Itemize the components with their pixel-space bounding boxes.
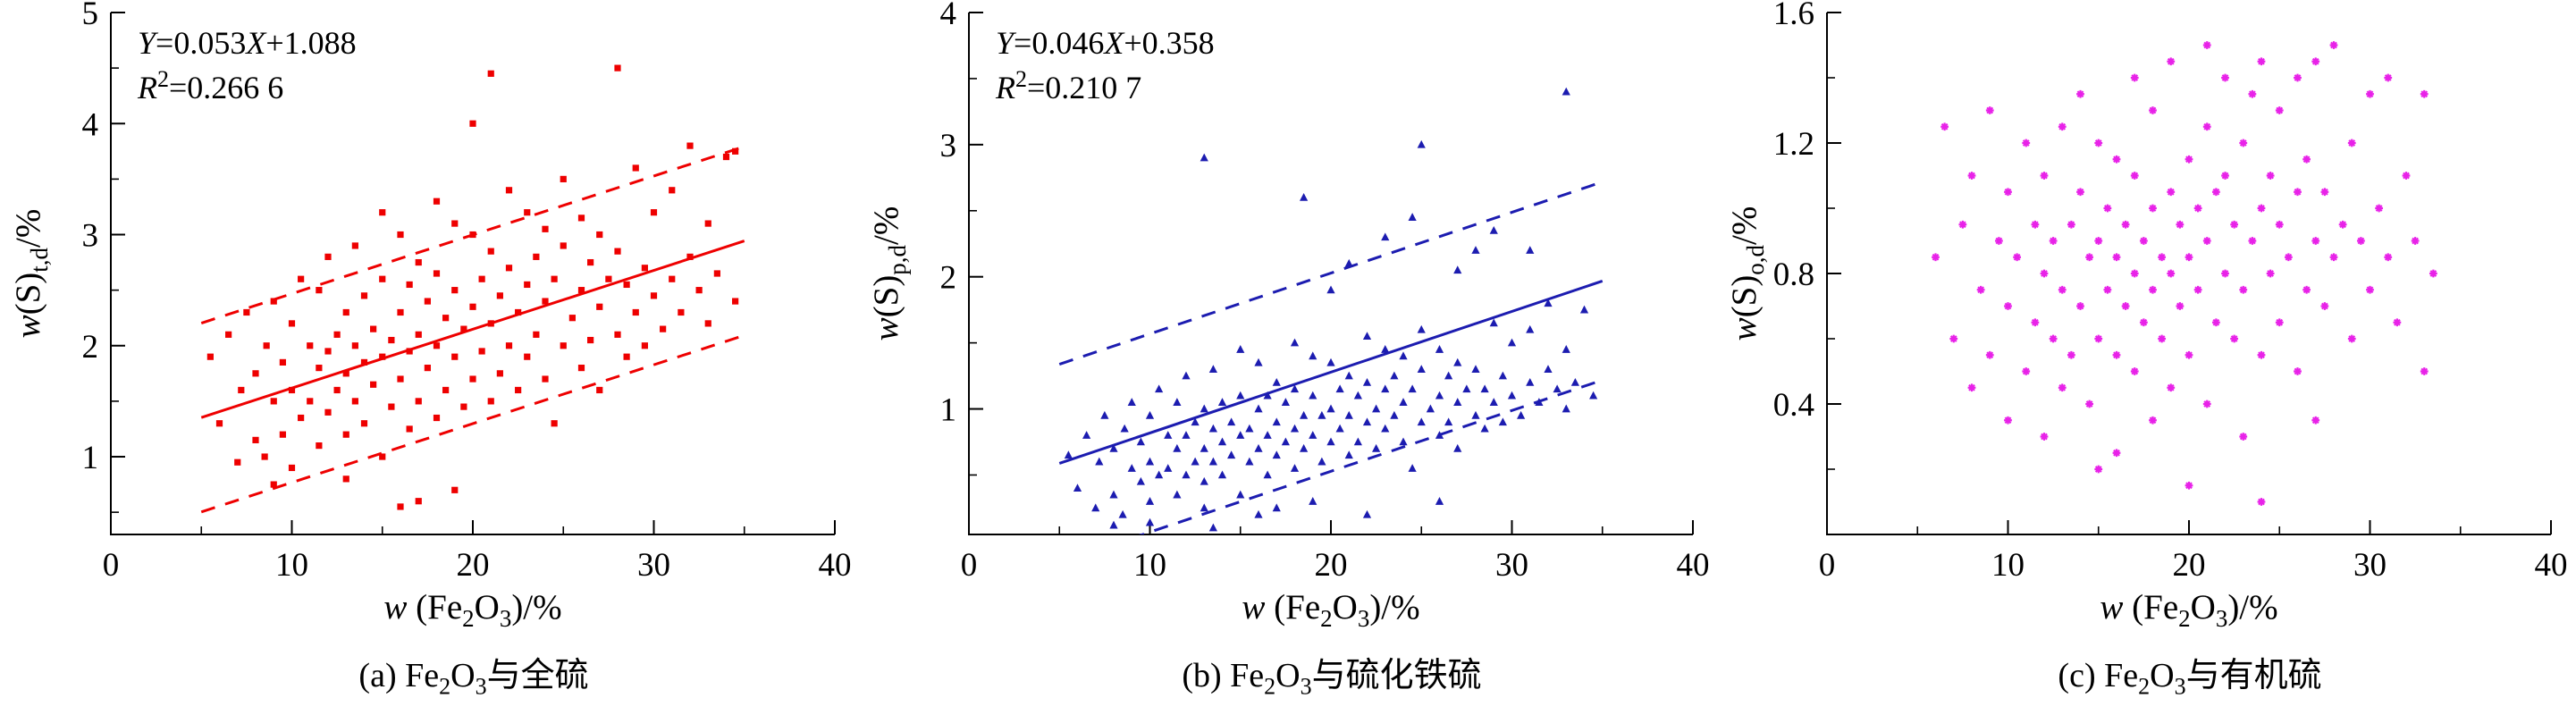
y-tick-label: 1.6 <box>1773 0 1814 32</box>
y-axis-title: w(S)t,d/% <box>9 209 53 339</box>
caption-b-mid: O <box>1275 657 1301 694</box>
caption-c-sub2: 3 <box>2174 673 2186 700</box>
x-axis-title: w (Fe2O3)/% <box>2100 588 2277 632</box>
scatter-points <box>206 64 739 510</box>
caption-b-pre: (b) Fe <box>1182 657 1265 694</box>
x-axis-title: w (Fe2O3)/% <box>383 588 561 632</box>
axes <box>1826 13 2551 535</box>
y-axis-ticks: 0.4 0.8 1.2 1.6 <box>1773 0 1841 535</box>
caption-b-post: 与硫化铁硫 <box>1311 657 1482 694</box>
x-tick-label: 20 <box>1315 547 1348 584</box>
y-tick-label: 3 <box>82 218 99 255</box>
x-tick-label: 40 <box>1677 547 1710 584</box>
y-tick-label: 1.2 <box>1773 126 1814 163</box>
caption-c: (c) Fe2O3与有机硫 <box>1720 635 2571 701</box>
x-axis-ticks: 0 10 20 30 40 <box>103 520 852 584</box>
caption-b-sub1: 2 <box>1264 673 1276 700</box>
x-tick-label: 40 <box>2535 547 2568 584</box>
x-tick-label: 30 <box>2353 547 2387 584</box>
y-axis-title: w(S)o,d/% <box>1725 206 1769 341</box>
chart-c-canvas: 0 10 20 30 40 0.4 0.8 1.2 1.6 w (Fe2O3)/% w(S)o,d/… <box>1725 0 2568 632</box>
r-squared-value: R2=0.266 6 <box>137 66 283 105</box>
x-axis-title: w (Fe2O3)/% <box>1242 588 1419 632</box>
confidence-band-upper <box>1058 181 1604 366</box>
caption-b: (b) Fe2O3与硫化铁硫 <box>862 635 1713 701</box>
x-tick-label: 10 <box>1991 547 2025 584</box>
x-tick-label: 30 <box>1495 547 1528 584</box>
y-axis-title: w(S)p,d/% <box>867 206 911 341</box>
plot-area: 0 10 20 30 40 1 2 3 4 5 Y=0.053X+1.088 R2=0.266 6 w … <box>9 0 852 632</box>
chart-a-canvas: 0 10 20 30 40 1 2 3 4 5 Y=0.053X+1.088 R2=0.266 6 w … <box>9 0 852 632</box>
regression-equation: Y=0.053X+1.088 <box>138 25 357 61</box>
y-axis-ticks: 1 2 3 4 5 <box>82 0 125 513</box>
x-axis-ticks: 0 10 20 30 40 <box>961 520 1710 584</box>
confidence-band-lower <box>200 333 745 514</box>
x-tick-label: 40 <box>819 547 852 584</box>
confidence-band-lower <box>1138 378 1604 534</box>
y-tick-label: 2 <box>82 329 99 366</box>
regression-lines <box>1058 181 1604 534</box>
caption-c-post: 与有机硫 <box>2185 657 2322 694</box>
y-tick-label: 0.8 <box>1773 257 1814 293</box>
scatter-points <box>1932 41 2437 506</box>
x-tick-label: 20 <box>457 547 490 584</box>
plot-area: 0 10 20 30 40 1 2 3 4 Y=0.046X+0.358 R2=0.210 7 w (… <box>867 0 1710 632</box>
x-tick-label: 0 <box>961 547 978 584</box>
regression-line-solid <box>1058 280 1604 465</box>
panel-c: 0 10 20 30 40 0.4 0.8 1.2 1.6 w (Fe2O3)/% w(S)o,d/… <box>1716 0 2574 715</box>
caption-a-sub2: 3 <box>475 673 487 700</box>
caption-a-sub1: 2 <box>439 673 451 700</box>
x-tick-label: 20 <box>2173 547 2206 584</box>
scatter-points <box>1064 87 1598 532</box>
y-tick-label: 4 <box>82 106 99 143</box>
x-tick-label: 30 <box>637 547 670 584</box>
x-tick-label: 10 <box>1133 547 1166 584</box>
x-axis-ticks: 0 10 20 30 40 <box>1819 520 2568 584</box>
caption-c-pre: (c) Fe <box>2058 657 2139 694</box>
plot-area: 0 10 20 30 40 0.4 0.8 1.2 1.6 w (Fe2O3)/% w(S)o,d/… <box>1725 0 2568 632</box>
chart-b-canvas: 0 10 20 30 40 1 2 3 4 Y=0.046X+0.358 R2=0.210 7 w (… <box>867 0 1710 632</box>
caption-a-post: 与全硫 <box>486 657 589 694</box>
y-tick-label: 1 <box>940 392 957 429</box>
x-tick-label: 0 <box>1819 547 1836 584</box>
y-tick-label: 0.4 <box>1773 387 1814 424</box>
x-tick-label: 0 <box>103 547 120 584</box>
caption-a: (a) Fe2O3与全硫 <box>4 635 854 701</box>
caption-a-mid: O <box>450 657 476 694</box>
y-tick-label: 2 <box>940 260 957 297</box>
y-axis-ticks: 1 2 3 4 <box>940 0 983 476</box>
caption-c-mid: O <box>2150 657 2175 694</box>
y-tick-label: 5 <box>82 0 99 32</box>
y-tick-label: 4 <box>940 0 957 32</box>
x-tick-label: 10 <box>275 547 308 584</box>
r-squared-value: R2=0.210 7 <box>995 66 1141 105</box>
y-tick-label: 1 <box>82 440 99 476</box>
y-tick-label: 3 <box>940 128 957 164</box>
caption-a-pre: (a) Fe <box>358 657 440 694</box>
caption-c-sub1: 2 <box>2138 673 2151 700</box>
regression-equation: Y=0.046X+0.358 <box>996 25 1215 61</box>
caption-b-sub2: 3 <box>1300 673 1312 700</box>
